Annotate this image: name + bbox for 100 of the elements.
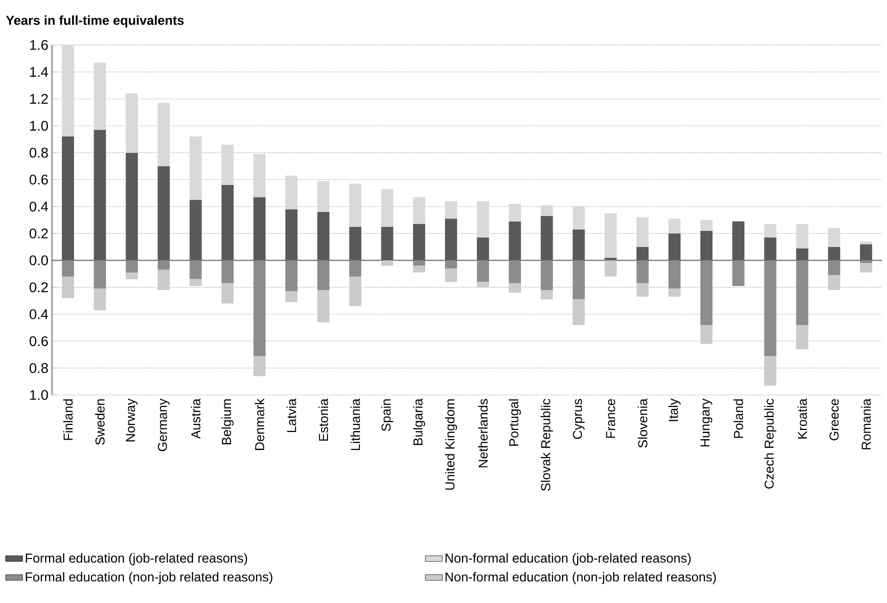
y-tick-label: 1.0	[30, 390, 48, 400]
bar	[62, 276, 74, 298]
y-tick-label: 0.0	[30, 255, 48, 266]
x-tick-label: Germany	[158, 398, 170, 452]
bar	[158, 270, 170, 290]
x-tick-label: Norway	[126, 398, 138, 442]
x-tick-label: Finland	[63, 399, 73, 440]
x-tick-label: Kroatia	[797, 398, 807, 438]
bar	[285, 209, 298, 260]
x-tick-label: Cyprus	[572, 398, 585, 439]
bar	[190, 136, 202, 200]
bar	[604, 260, 617, 277]
bar	[222, 283, 234, 304]
bar	[572, 229, 585, 260]
legend-label: Non-formal education (job-related reasons)	[446, 553, 691, 566]
bar	[349, 226, 362, 260]
bar	[828, 246, 840, 260]
bar	[764, 356, 776, 386]
bar	[572, 299, 585, 325]
bar	[317, 180, 330, 212]
bar	[126, 272, 138, 280]
bar	[317, 212, 330, 260]
bar	[796, 325, 808, 350]
bar	[126, 152, 138, 260]
x-tick-label: France	[606, 399, 616, 438]
bar	[94, 288, 106, 310]
bar	[158, 102, 170, 166]
bar	[700, 220, 712, 231]
y-tick-label: 1.4	[30, 67, 48, 77]
bar	[381, 189, 394, 227]
bar	[94, 130, 106, 260]
bar	[317, 290, 330, 322]
bar	[508, 283, 521, 293]
bar	[700, 325, 712, 344]
bar	[604, 213, 617, 258]
bar	[349, 184, 362, 227]
x-tick-label: United Kingdom	[445, 399, 458, 490]
legend-label: Formal education (non-job related reasons)	[26, 572, 272, 584]
legend-label: Formal education (job-related reasons)	[26, 553, 248, 566]
x-tick-label: Czech Republic	[764, 398, 776, 489]
bar	[285, 176, 298, 210]
bar	[253, 356, 266, 376]
y-tick-label: 0.2	[30, 282, 48, 292]
bar	[668, 288, 681, 297]
bar	[253, 154, 266, 198]
x-tick-label: Slovak Republic	[540, 398, 553, 491]
bar	[158, 166, 170, 260]
bar	[444, 201, 458, 219]
bar	[285, 291, 298, 302]
bar	[413, 224, 426, 260]
bar	[604, 258, 617, 260]
y-axis-title: Years in full-time equivalents	[6, 15, 184, 28]
bar	[508, 204, 521, 222]
x-tick-label: Slovenia	[638, 398, 648, 448]
y-tick-label: 0.6	[30, 174, 48, 185]
bar	[860, 263, 872, 272]
bar	[413, 266, 426, 272]
x-tick-label: Sweden	[95, 399, 105, 445]
bar	[668, 218, 681, 234]
bar	[476, 238, 490, 260]
bar	[636, 283, 649, 297]
bar	[62, 136, 74, 260]
bar	[860, 242, 872, 244]
legend-label: Non-formal education (non-job related reasons)	[446, 572, 716, 584]
x-tick-label: Portugal	[508, 399, 521, 446]
x-tick-label: Italy	[668, 398, 681, 422]
x-tick-label: Netherlands	[478, 398, 488, 468]
bar	[700, 230, 712, 260]
x-tick-label: Hungary	[700, 398, 712, 446]
bar	[190, 200, 202, 260]
bar	[796, 224, 808, 248]
x-tick-label: Romania	[861, 398, 871, 450]
bar	[732, 221, 744, 260]
bar	[764, 224, 776, 238]
y-tick-label: 0.4	[30, 202, 48, 212]
y-tick-label: 0.8	[30, 363, 48, 374]
x-tick-label: Estonia	[318, 398, 328, 441]
bar	[572, 206, 585, 230]
x-tick-label: Greece	[830, 399, 839, 440]
y-tick-label: 0.6	[30, 336, 48, 346]
bar	[413, 197, 426, 224]
y-tick-label: 0.4	[30, 309, 48, 320]
bar	[190, 279, 202, 286]
bar	[381, 260, 394, 266]
bar	[253, 197, 266, 260]
bar	[636, 246, 649, 260]
bar	[828, 228, 840, 247]
bar	[540, 290, 553, 300]
bar	[126, 93, 138, 153]
bar	[860, 244, 872, 260]
bar	[540, 205, 553, 216]
bar	[796, 248, 808, 260]
x-tick-label: Spain	[381, 399, 394, 432]
bar	[508, 221, 521, 260]
bar	[381, 226, 394, 260]
y-tick-label: 0.2	[30, 228, 48, 238]
bar	[62, 44, 74, 137]
bar	[444, 268, 458, 282]
x-tick-label: Belgium	[222, 399, 234, 444]
bar	[476, 282, 490, 288]
